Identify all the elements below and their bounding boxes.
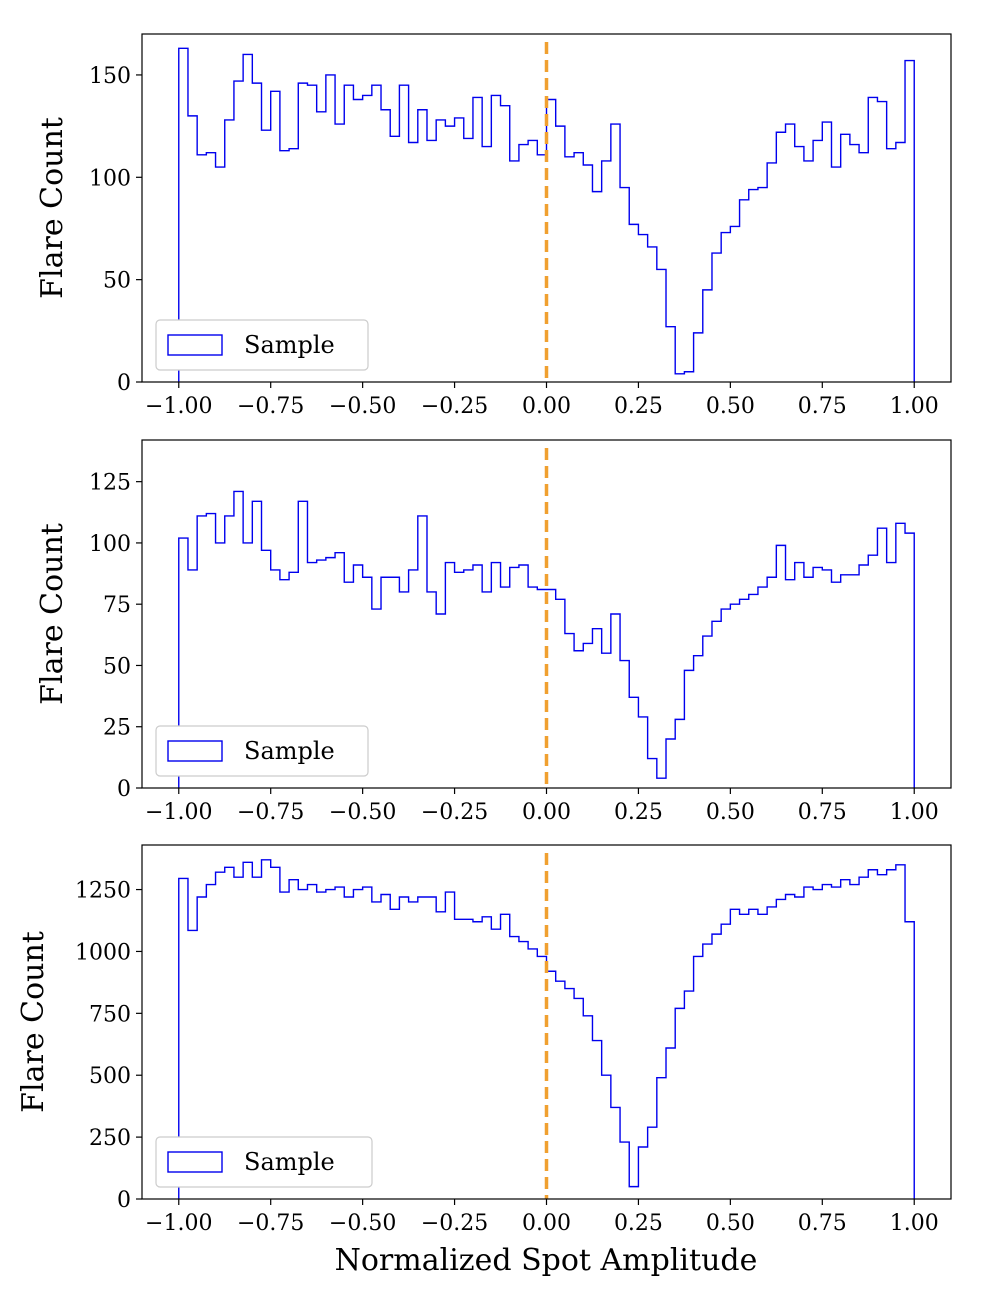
x-axis-title: Normalized Spot Amplitude [335,1243,758,1278]
histogram-panel-1: −1.00 −0.75 −0.50 −0.25 0.00 0.25 0.50 0.75 1.00… [35,33,952,419]
legend-label: Sample [244,331,335,359]
x-tick-label: 0.00 [522,394,571,419]
y-tick-label: 0 [117,777,131,802]
y-tick-label: 25 [103,716,131,741]
x-tick-label: −0.75 [237,800,304,825]
y-tick-label: 1250 [75,879,131,904]
legend-box [155,725,369,777]
x-tick-label: 1.00 [890,800,939,825]
y-tick-label: 100 [89,166,131,191]
x-tick-label: 0.75 [798,800,847,825]
x-tick-label: 0.50 [706,1211,755,1236]
x-tick-label: 1.00 [890,394,939,419]
legend-swatch [167,740,223,762]
histogram-panel-3: −1.00 −0.75 −0.50 −0.25 0.00 0.25 0.50 0.75 1.00… [16,844,952,1236]
x-tick-label: 0.25 [614,1211,663,1236]
legend-label: Sample [244,737,335,765]
x-tick-label: −0.50 [329,1211,396,1236]
y-tick-label: 125 [89,471,131,496]
y-axis-title: Flare Count [35,117,70,299]
x-tick-label: −0.50 [329,394,396,419]
histogram-step-line [178,490,915,788]
legend-box [155,1136,373,1188]
y-tick-label: 1000 [75,940,131,965]
legend-box [155,319,369,371]
x-tick-label: 0.50 [706,394,755,419]
y-tick-label: 50 [103,269,131,294]
y-tick-label: 0 [117,371,131,396]
y-tick-label: 150 [89,64,131,89]
y-tick-label: 500 [89,1064,131,1089]
x-tick-label: 1.00 [890,1211,939,1236]
y-tick-label: 50 [103,654,131,679]
y-tick-label: 100 [89,532,131,557]
x-tick-label: −0.75 [237,1211,304,1236]
y-tick-label: 0 [117,1188,131,1213]
x-tick-label: 0.50 [706,800,755,825]
x-tick-label: 0.00 [522,1211,571,1236]
histogram-step-line [178,47,915,382]
legend-swatch [167,334,223,356]
x-tick-label: −0.25 [421,800,488,825]
y-tick-label: 75 [103,593,131,618]
y-axis-title: Flare Count [16,931,51,1113]
x-tick-label: −0.50 [329,800,396,825]
histogram-panel-2: −1.00 −0.75 −0.50 −0.25 0.00 0.25 0.50 0.75 1.00… [35,439,952,825]
x-tick-label: 0.75 [798,1211,847,1236]
x-tick-label: −0.25 [421,394,488,419]
x-tick-label: 0.75 [798,394,847,419]
x-tick-label: −1.00 [145,1211,212,1236]
x-tick-label: 0.25 [614,800,663,825]
y-tick-label: 750 [89,1002,131,1027]
legend-label: Sample [244,1148,335,1176]
x-tick-label: −1.00 [145,800,212,825]
histogram-step-line [178,859,915,1199]
legend-swatch [167,1151,223,1173]
y-tick-label: 250 [89,1126,131,1151]
x-tick-label: −0.25 [421,1211,488,1236]
y-axis-title: Flare Count [35,523,70,705]
x-tick-label: −1.00 [145,394,212,419]
x-tick-label: 0.00 [522,800,571,825]
x-tick-label: −0.75 [237,394,304,419]
x-tick-label: 0.25 [614,394,663,419]
